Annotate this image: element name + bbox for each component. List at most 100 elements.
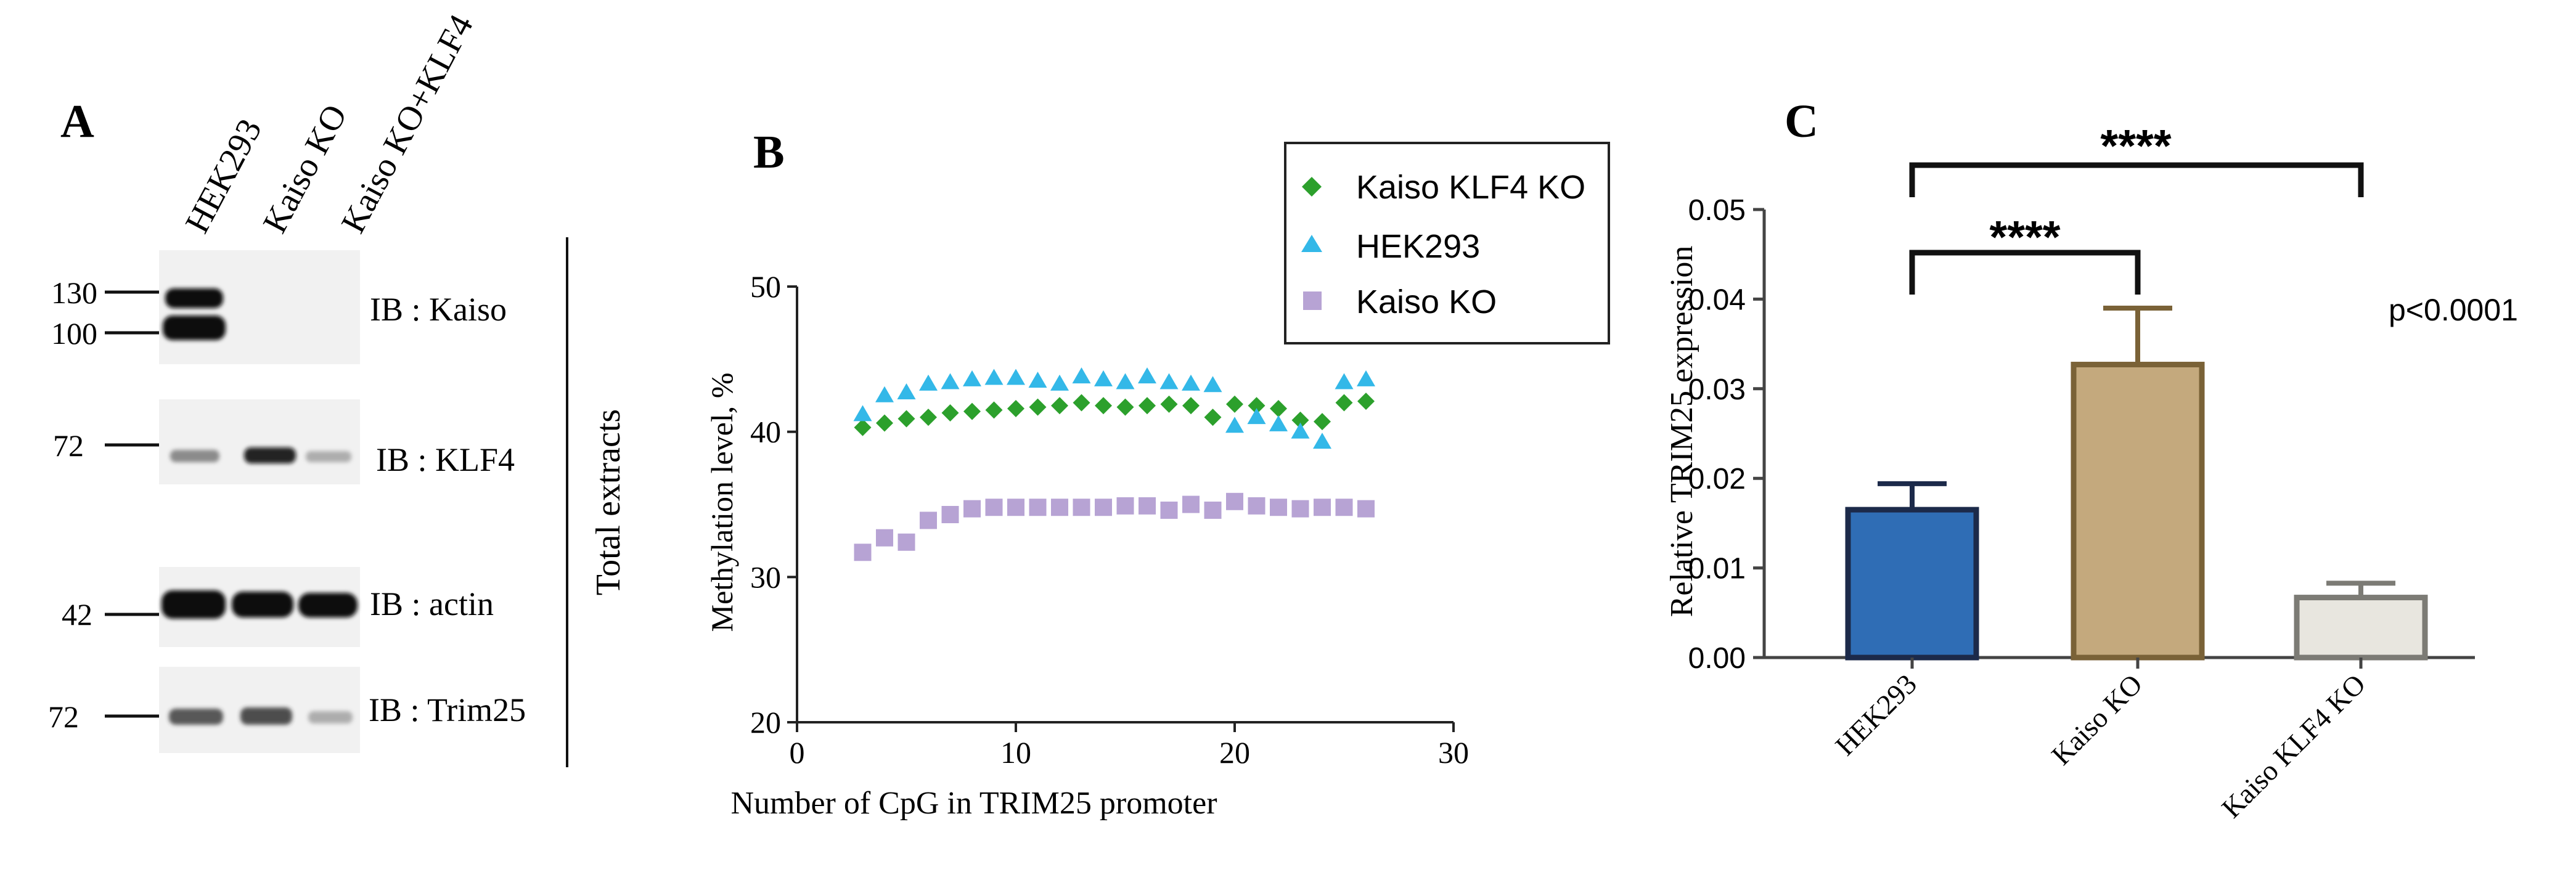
bar-y-tick-label: 0.04 bbox=[1688, 283, 1746, 316]
scatter-point-kaiso-ko bbox=[941, 505, 959, 523]
scatter-point-kaiso-klf4-ko bbox=[854, 418, 872, 436]
band-kaiso-100 bbox=[163, 316, 226, 340]
scatter-point-kaiso-ko bbox=[854, 544, 872, 561]
bar-y-tick-label: 0.03 bbox=[1688, 373, 1746, 406]
scatter-point-kaiso-klf4-ko bbox=[1073, 394, 1090, 412]
band-trim25-lane3 bbox=[308, 711, 353, 723]
scatter-point-kaiso-klf4-ko bbox=[1335, 394, 1353, 412]
scatter-point-hek293 bbox=[1225, 417, 1244, 433]
scatter-point-hek293 bbox=[1138, 367, 1156, 384]
scatter-y-tick-label: 40 bbox=[750, 415, 781, 449]
scatter-point-kaiso-ko bbox=[1051, 499, 1068, 516]
scatter-point-hek293 bbox=[1182, 374, 1200, 391]
lane-labels: HEK293 Kaiso KO Kaiso KO+KLF4 bbox=[178, 9, 481, 239]
scatter-point-hek293 bbox=[1094, 370, 1113, 386]
side-label-total-extracts: Total extracts bbox=[589, 409, 628, 595]
bar-hek293 bbox=[1845, 507, 1979, 661]
blot-actin: 42 IB : actin bbox=[62, 567, 494, 647]
blot-klf4: 72 IB : KLF4 bbox=[53, 399, 515, 484]
bar-y-tick-label: 0.00 bbox=[1688, 642, 1746, 675]
scatter-point-hek293 bbox=[941, 373, 960, 389]
scatter-point-kaiso-klf4-ko bbox=[1007, 399, 1024, 417]
legend-label-hek293: HEK293 bbox=[1356, 228, 1480, 265]
scatter-point-kaiso-ko bbox=[876, 529, 893, 547]
scatter-point-kaiso-ko bbox=[1116, 497, 1134, 515]
scatter-x-axis-title: Number of CpG in TRIM25 promoter bbox=[730, 786, 1217, 821]
blot-klf4-membrane bbox=[159, 399, 360, 484]
legend-label-kaiso-ko: Kaiso KO bbox=[1356, 283, 1497, 320]
bar-kaiso-klf4-ko bbox=[2294, 595, 2428, 661]
scatter-point-hek293 bbox=[897, 383, 916, 400]
bar-y-tick-label: 0.02 bbox=[1688, 463, 1746, 495]
scatter-point-kaiso-klf4-ko bbox=[1051, 397, 1068, 415]
lane-label-kaiso-ko-klf4: Kaiso KO+KLF4 bbox=[334, 9, 481, 239]
bar-y-tick-label: 0.01 bbox=[1688, 553, 1746, 585]
scatter-point-hek293 bbox=[1159, 373, 1179, 389]
scatter-point-hek293 bbox=[1028, 372, 1047, 388]
marker-72a: 72 bbox=[53, 428, 84, 463]
blot-trim25: 72 IB : Trim25 bbox=[48, 667, 526, 753]
scatter-point-hek293 bbox=[963, 370, 981, 386]
bar-x-tick-label: Kaiso KO bbox=[2045, 668, 2148, 771]
scatter-point-kaiso-ko bbox=[1160, 501, 1178, 519]
p-value-annotation: p<0.0001 bbox=[2389, 293, 2518, 327]
significance-bracket-1: **** bbox=[1909, 211, 2141, 295]
bar-y-axis-title: Relative TRIM25 expression bbox=[1664, 246, 1699, 617]
marker-72b: 72 bbox=[48, 699, 79, 734]
scatter-point-kaiso-ko bbox=[920, 511, 937, 529]
marker-130: 130 bbox=[51, 275, 97, 310]
scatter-point-kaiso-ko bbox=[1182, 495, 1200, 513]
scatter-point-kaiso-klf4-ko bbox=[1226, 395, 1243, 413]
significance-stars-1: **** bbox=[1989, 211, 2060, 263]
band-trim25-lane1 bbox=[169, 709, 223, 725]
scatter-point-hek293 bbox=[919, 374, 938, 391]
scatter-point-kaiso-ko bbox=[1226, 492, 1243, 510]
scatter-y-tick-label: 20 bbox=[750, 705, 781, 740]
significance-bracket-2: **** bbox=[1909, 120, 2364, 197]
band-actin-lane2 bbox=[232, 592, 293, 617]
scatter-points bbox=[853, 367, 1375, 561]
scatter-point-kaiso-ko bbox=[1270, 499, 1287, 516]
scatter-point-hek293 bbox=[1335, 373, 1354, 389]
scatter-y-axis-title: Methylation level, % bbox=[705, 373, 739, 632]
panel-b: B Methylation level, % Number of CpG in … bbox=[705, 126, 1610, 821]
scatter-point-kaiso-klf4-ko bbox=[1270, 399, 1287, 417]
scatter-point-kaiso-ko bbox=[1335, 499, 1353, 516]
bracket-hek293-kaiso-klf4-ko bbox=[1909, 162, 2364, 197]
bar-kaiso-ko bbox=[2071, 362, 2205, 661]
scatter-point-kaiso-klf4-ko bbox=[1139, 397, 1156, 415]
scatter-point-hek293 bbox=[1050, 374, 1069, 391]
bar-x-tick-labels: HEK293 Kaiso KO Kaiso KLF4 KO bbox=[1829, 668, 2371, 824]
scatter-point-kaiso-klf4-ko bbox=[963, 402, 981, 420]
scatter-x-tick-label: 0 bbox=[790, 735, 805, 770]
scatter-point-kaiso-klf4-ko bbox=[1095, 397, 1112, 415]
scatter-y-ticks: 20 30 40 50 bbox=[750, 269, 797, 740]
scatter-x-tick-label: 10 bbox=[1000, 735, 1031, 770]
marker-42: 42 bbox=[62, 597, 92, 632]
scatter-point-kaiso-ko bbox=[1204, 501, 1222, 519]
scatter-x-tick-label: 30 bbox=[1438, 735, 1469, 770]
scatter-point-hek293 bbox=[875, 386, 894, 402]
scatter-point-kaiso-ko bbox=[1073, 499, 1090, 516]
band-klf4-lane3 bbox=[306, 451, 351, 462]
scatter-point-hek293 bbox=[1007, 369, 1025, 385]
scatter-point-kaiso-klf4-ko bbox=[1029, 398, 1047, 416]
scatter-point-hek293 bbox=[1116, 373, 1135, 389]
scatter-point-hek293 bbox=[1291, 422, 1310, 439]
scatter-point-kaiso-klf4-ko bbox=[920, 409, 937, 426]
scatter-x-ticks: 0 10 20 30 bbox=[790, 722, 1469, 770]
scatter-x-tick-label: 20 bbox=[1219, 735, 1250, 770]
scatter-point-kaiso-ko bbox=[1357, 500, 1375, 518]
scatter-point-kaiso-klf4-ko bbox=[1204, 409, 1222, 426]
panel-c: C Relative TRIM25 expression 0.00 0.01 0.0… bbox=[1664, 96, 2518, 824]
ib-label-kaiso: IB : Kaiso bbox=[370, 291, 507, 328]
scatter-point-kaiso-ko bbox=[985, 499, 1003, 516]
marker-100: 100 bbox=[51, 316, 97, 351]
scatter-legend: Kaiso KLF4 KO HEK293 Kaiso KO bbox=[1284, 142, 1610, 344]
scatter-point-kaiso-klf4-ko bbox=[1248, 397, 1266, 415]
scatter-point-kaiso-klf4-ko bbox=[1357, 393, 1375, 410]
significance-stars-2: **** bbox=[2100, 120, 2171, 171]
panel-c-label: C bbox=[1785, 96, 1818, 147]
panel-a: A HEK293 Kaiso KO Kaiso KO+KLF4 130 100 … bbox=[48, 9, 628, 767]
